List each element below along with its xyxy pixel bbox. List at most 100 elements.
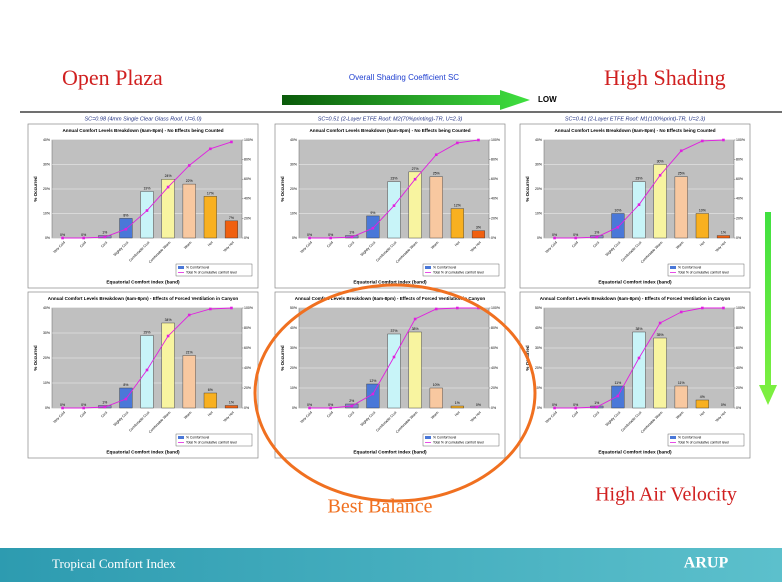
data-label: 1% bbox=[102, 230, 107, 234]
y2-tick-label: 60% bbox=[736, 346, 743, 350]
data-label: 34% bbox=[165, 318, 172, 322]
line-marker bbox=[166, 185, 170, 189]
x-tick-label: Cool bbox=[100, 410, 108, 418]
y2-tick-label: 100% bbox=[491, 138, 500, 142]
chart: Annual Comfort Levels Breakdown (6am-8pm… bbox=[27, 291, 259, 459]
data-label: 0% bbox=[552, 233, 557, 237]
data-label: 24% bbox=[165, 174, 172, 178]
line-marker bbox=[371, 392, 375, 396]
y2-tick-label: 60% bbox=[491, 177, 498, 181]
y2-tick-label: 20% bbox=[244, 386, 251, 390]
legend-box bbox=[422, 433, 500, 447]
bar bbox=[653, 164, 667, 239]
line-marker bbox=[329, 236, 332, 240]
y2-tick-label: 20% bbox=[736, 216, 743, 220]
legend-label: % Comfort level bbox=[186, 265, 210, 269]
legend-swatch bbox=[670, 266, 676, 269]
line-marker bbox=[413, 177, 417, 181]
line-marker bbox=[616, 225, 620, 229]
data-label: 2% bbox=[349, 399, 354, 403]
y-tick-label: 20% bbox=[43, 356, 50, 360]
x-tick-label: Warm bbox=[430, 410, 439, 419]
y2-tick-label: 40% bbox=[491, 366, 498, 370]
legend-box bbox=[422, 263, 500, 277]
legend-swatch bbox=[425, 436, 431, 439]
bar bbox=[695, 213, 709, 239]
y2-tick-label: 80% bbox=[736, 326, 743, 330]
line-marker bbox=[637, 356, 641, 360]
legend-label: Total % of cumulative comfort level bbox=[186, 440, 237, 444]
y-tick-label: 30% bbox=[290, 346, 297, 350]
bar bbox=[674, 176, 688, 239]
data-label: 1% bbox=[594, 230, 599, 234]
highlight-ellipse bbox=[253, 283, 537, 503]
line-marker bbox=[637, 203, 641, 206]
y-tick-label: 40% bbox=[290, 326, 297, 330]
legend-box bbox=[175, 433, 253, 447]
y2-tick-label: 100% bbox=[244, 306, 253, 310]
x-tick-label: Hot bbox=[699, 411, 706, 418]
data-label: 12% bbox=[454, 204, 461, 208]
legend-label: % Comfort level bbox=[678, 265, 702, 269]
data-label: 25% bbox=[433, 172, 440, 176]
chart: SC=0.41 (2-Layer ETFE Roof: M1(100%print… bbox=[519, 116, 751, 289]
data-label: 1% bbox=[102, 400, 107, 404]
y-tick-label: 10% bbox=[43, 381, 50, 385]
bar bbox=[182, 355, 196, 409]
data-label: 0% bbox=[573, 403, 578, 407]
data-label: 10% bbox=[699, 208, 706, 212]
line-marker bbox=[308, 236, 311, 240]
y-axis-label: % Occurred bbox=[280, 176, 285, 202]
bar bbox=[450, 208, 464, 239]
legend-box bbox=[667, 263, 745, 277]
y-tick-label: 10% bbox=[43, 211, 50, 215]
y-tick-label: 40% bbox=[43, 306, 50, 310]
y2-tick-label: 100% bbox=[736, 306, 745, 310]
x-tick-label: Cold bbox=[326, 410, 334, 418]
y-tick-label: 20% bbox=[535, 187, 542, 191]
y2-tick-label: 100% bbox=[491, 306, 500, 310]
y2-tick-label: 20% bbox=[244, 216, 251, 220]
data-label: 1% bbox=[721, 230, 726, 234]
data-label: 6% bbox=[208, 388, 213, 392]
data-label: 0% bbox=[307, 403, 312, 407]
bar bbox=[203, 392, 217, 409]
y-tick-label: 0% bbox=[45, 406, 50, 410]
y2-tick-label: 100% bbox=[736, 138, 745, 142]
line-marker bbox=[124, 227, 128, 231]
data-label: 0% bbox=[60, 403, 65, 407]
line-marker bbox=[701, 139, 704, 143]
x-tick-label: Warm bbox=[675, 410, 684, 419]
logo: ARUP bbox=[684, 555, 729, 572]
x-tick-label: Warm bbox=[430, 240, 439, 249]
bar bbox=[182, 183, 196, 239]
bar bbox=[140, 191, 154, 239]
data-label: 25% bbox=[678, 172, 685, 176]
line-marker bbox=[679, 310, 683, 314]
data-label: 23% bbox=[390, 177, 397, 181]
y-tick-label: 0% bbox=[537, 236, 542, 240]
y-tick-label: 30% bbox=[43, 331, 50, 335]
x-axis-label: Equatorial Comfort Index (band) bbox=[598, 279, 672, 285]
data-label: 21% bbox=[186, 350, 193, 354]
y-tick-label: 40% bbox=[535, 326, 542, 330]
data-label: 11% bbox=[678, 381, 685, 385]
y2-tick-label: 20% bbox=[736, 386, 743, 390]
legend-swatch bbox=[178, 266, 184, 269]
data-label: 9% bbox=[370, 211, 375, 215]
right-label: High Shading bbox=[604, 65, 726, 90]
x-tick-label: Hot bbox=[699, 241, 706, 248]
bar bbox=[387, 181, 401, 239]
line-marker bbox=[658, 321, 662, 325]
line-marker bbox=[145, 368, 149, 372]
line-marker bbox=[230, 140, 233, 144]
y-tick-label: 10% bbox=[290, 386, 297, 390]
line-marker bbox=[103, 235, 107, 239]
y-tick-label: 50% bbox=[290, 306, 297, 310]
y2-tick-label: 80% bbox=[491, 158, 498, 162]
x-tick-label: Warm bbox=[183, 240, 192, 249]
data-label: 17% bbox=[207, 191, 214, 195]
line-marker bbox=[230, 306, 233, 310]
x-tick-label: Hot bbox=[454, 241, 461, 248]
y2-tick-label: 60% bbox=[491, 346, 498, 350]
